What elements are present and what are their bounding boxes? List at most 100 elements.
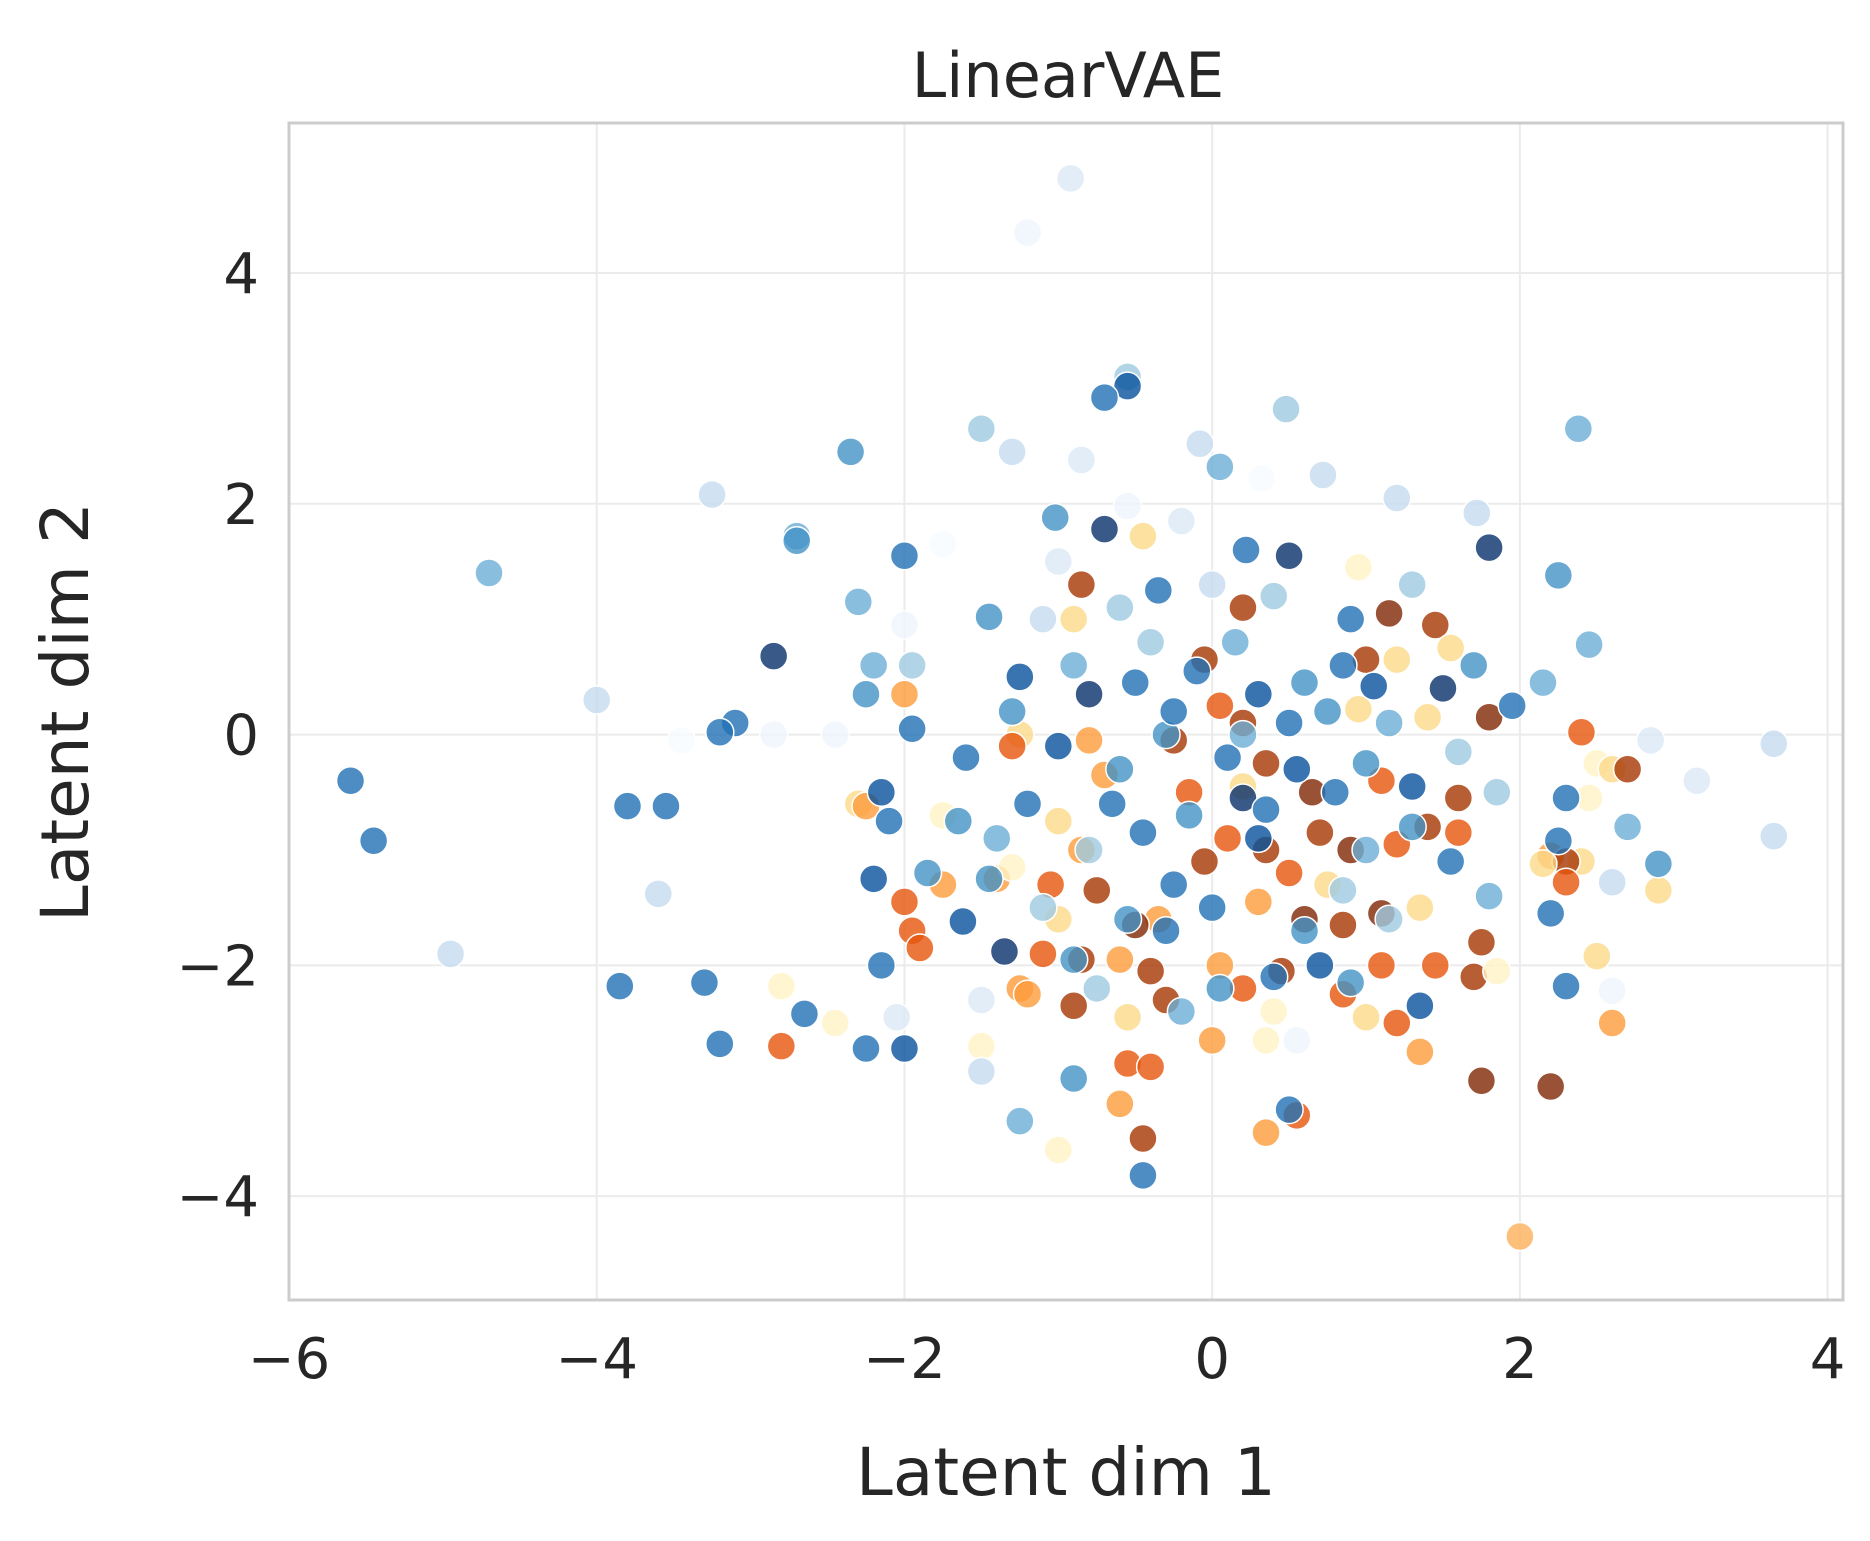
data-point [1274, 708, 1304, 738]
data-point [1040, 502, 1070, 533]
data-point [889, 1033, 920, 1064]
data-point [1043, 731, 1074, 761]
y-tick-label: 2 [223, 473, 259, 538]
data-point [1566, 717, 1597, 748]
data-point [358, 825, 389, 856]
data-point [1274, 540, 1304, 571]
data-point [851, 1033, 881, 1064]
data-point [1228, 592, 1258, 623]
data-point [1058, 944, 1089, 975]
data-point [1563, 414, 1594, 444]
data-point [928, 529, 958, 559]
data-point [1351, 835, 1381, 865]
data-point [1212, 823, 1243, 854]
data-point [1458, 650, 1489, 681]
data-point [1043, 546, 1074, 577]
x-tick-label: 2 [1502, 1327, 1538, 1392]
data-point [1105, 592, 1135, 623]
data-point [1482, 777, 1512, 808]
data-point [1028, 604, 1058, 634]
data-point [1251, 794, 1281, 825]
data-point [1482, 956, 1512, 986]
data-point [1258, 962, 1289, 992]
data-point [1328, 910, 1358, 940]
data-point [1289, 915, 1320, 946]
data-point [1258, 996, 1289, 1027]
data-point [951, 742, 981, 773]
data-point [1228, 719, 1258, 750]
data-point [1082, 973, 1112, 1004]
data-point [1528, 667, 1558, 698]
data-point [1128, 1123, 1158, 1154]
data-point [1412, 702, 1443, 733]
chart-title: LinearVAE [912, 39, 1225, 112]
data-point [666, 725, 697, 756]
data-point [689, 967, 720, 998]
data-point [1243, 823, 1274, 854]
data-point [1005, 1106, 1035, 1136]
data-point [989, 936, 1020, 967]
data-point [858, 864, 889, 894]
y-tick-label: 4 [223, 242, 259, 307]
data-point [1420, 610, 1451, 640]
data-point [889, 679, 920, 709]
data-point [1112, 1002, 1143, 1033]
data-point [1289, 667, 1320, 698]
data-point [1612, 812, 1643, 842]
data-point [1382, 483, 1412, 513]
data-point [1443, 737, 1474, 767]
data-point [1258, 581, 1289, 611]
data-point [948, 906, 978, 937]
data-point [1251, 1117, 1281, 1148]
data-point [882, 1002, 912, 1033]
data-point [1166, 996, 1197, 1027]
data-point [1366, 950, 1397, 981]
data-point [1271, 394, 1301, 424]
data-point [835, 437, 866, 467]
data-point [435, 939, 466, 969]
data-point [1358, 671, 1389, 701]
data-point [705, 1029, 735, 1059]
data-point [1462, 498, 1492, 528]
data-point [1597, 1008, 1627, 1038]
data-point [1058, 604, 1089, 634]
data-point [1128, 521, 1158, 551]
data-point [1551, 867, 1581, 898]
y-tick-labels: −4 −2 0 2 4 [176, 242, 259, 1230]
data-point [581, 685, 612, 715]
data-point [766, 1031, 797, 1061]
data-point [820, 719, 850, 750]
data-point [1435, 633, 1466, 663]
data-point [1443, 817, 1474, 848]
data-point [1105, 944, 1135, 975]
data-point [1335, 604, 1366, 634]
data-point [1197, 1025, 1227, 1056]
x-axis-label: Latent dim 1 [856, 1434, 1276, 1511]
data-point [1197, 892, 1227, 923]
y-tick-label: 0 [223, 704, 259, 769]
data-point [1282, 754, 1312, 784]
x-tick-label: 4 [1810, 1327, 1846, 1392]
data-point [1543, 825, 1574, 856]
data-point [889, 540, 920, 571]
data-point [1074, 725, 1104, 756]
data-point [905, 933, 935, 963]
data-point [1128, 817, 1158, 848]
data-point [1643, 849, 1674, 879]
y-tick-label: −2 [176, 934, 259, 999]
data-point [651, 791, 681, 821]
data-point [1158, 696, 1189, 727]
data-point [612, 791, 643, 821]
data-point [1397, 569, 1427, 600]
data-point [781, 525, 812, 556]
data-points [335, 163, 1789, 1252]
data-point [1474, 532, 1504, 563]
data-point [1251, 1025, 1281, 1056]
data-point [1305, 950, 1335, 981]
data-point [1305, 817, 1335, 848]
data-point [1435, 846, 1466, 877]
data-point [1043, 1135, 1074, 1165]
data-point [897, 650, 927, 681]
data-point [1205, 973, 1235, 1004]
data-point [1012, 217, 1043, 248]
